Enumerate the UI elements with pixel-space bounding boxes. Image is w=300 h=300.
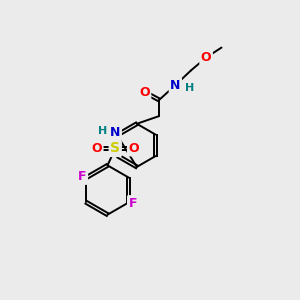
Text: F: F — [78, 170, 87, 183]
Text: F: F — [128, 196, 137, 210]
Text: N: N — [110, 126, 120, 139]
Text: H: H — [98, 126, 108, 136]
Text: O: O — [201, 51, 212, 64]
Text: O: O — [128, 142, 139, 155]
Text: N: N — [170, 79, 181, 92]
Text: O: O — [92, 142, 102, 155]
Text: S: S — [110, 141, 120, 155]
Text: O: O — [139, 86, 150, 99]
Text: H: H — [184, 82, 194, 93]
